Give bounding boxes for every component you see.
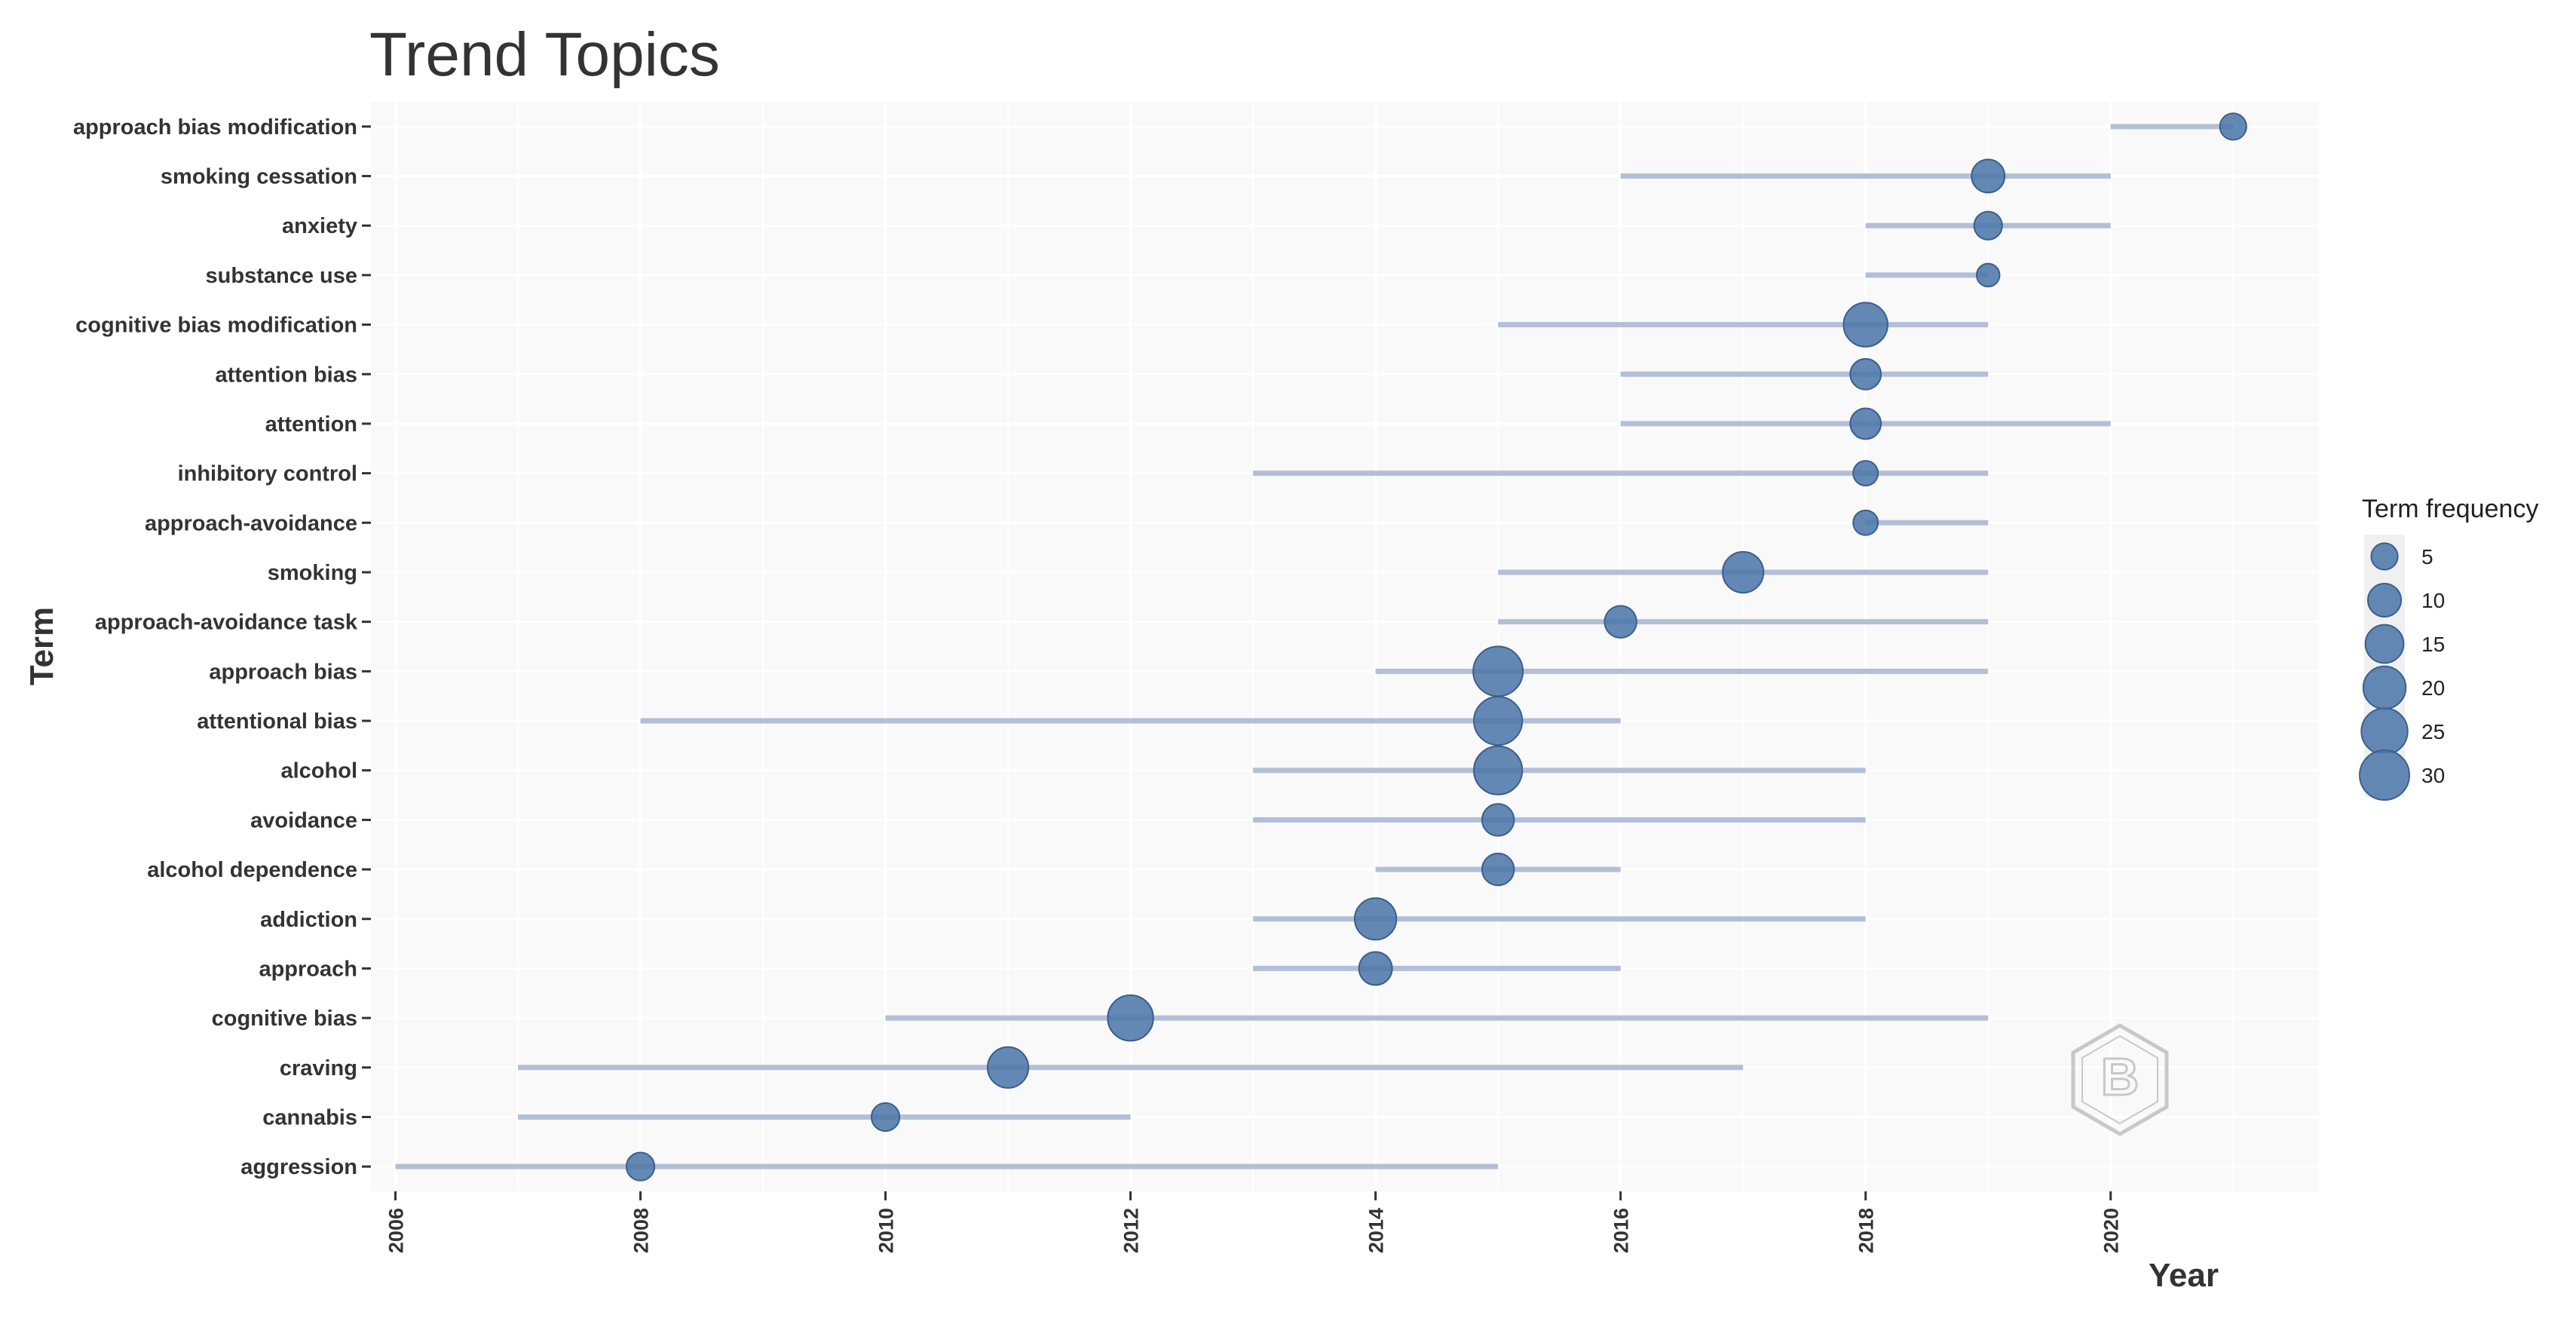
median-point — [1353, 897, 1398, 941]
plot-panel — [371, 102, 2319, 1191]
median-point — [1842, 302, 1888, 348]
term-label: alcohol — [280, 759, 357, 783]
median-points — [625, 112, 2247, 1182]
median-point — [1481, 852, 1515, 887]
range-segments — [395, 124, 2234, 1169]
x-tick-label: 2016 — [1610, 1208, 1633, 1253]
term-label: smoking — [268, 561, 357, 585]
median-point — [625, 1151, 656, 1182]
term-label: cognitive bias modification — [75, 314, 357, 338]
x-tick-label: 2014 — [1365, 1208, 1388, 1253]
term-label: approach — [259, 957, 357, 981]
term-label: cannabis — [262, 1105, 357, 1129]
legend-label: 20 — [2421, 676, 2445, 700]
legend-point — [2359, 749, 2410, 801]
median-point — [1107, 994, 1154, 1042]
term-label: alcohol dependence — [147, 858, 357, 882]
median-point — [1973, 210, 2003, 241]
median-point — [1971, 158, 2006, 194]
x-axis-title: Year — [2149, 1257, 2219, 1294]
legend-title: Term frequency — [2362, 495, 2538, 523]
legend-label: 10 — [2421, 589, 2445, 612]
term-label: avoidance — [250, 808, 357, 832]
legend-point — [2370, 542, 2399, 571]
median-point — [1849, 407, 1882, 440]
term-label: inhibitory control — [178, 462, 357, 486]
x-tick-label: 2010 — [875, 1208, 898, 1253]
logo-letter: B — [2101, 1047, 2140, 1106]
median-point — [1472, 645, 1524, 697]
legend-label: 30 — [2421, 764, 2445, 787]
term-label: smoking cessation — [161, 165, 357, 189]
term-label: approach bias modification — [73, 115, 357, 139]
legend-point — [2360, 707, 2409, 756]
term-label: attentional bias — [197, 710, 357, 734]
median-point — [1473, 745, 1524, 795]
legend: Term frequency 5 10 15 20 25 30 — [2359, 495, 2538, 801]
term-label: craving — [280, 1056, 357, 1080]
term-label: approach-avoidance — [145, 511, 357, 535]
median-point — [2219, 112, 2247, 141]
median-point — [1849, 357, 1882, 391]
median-point — [870, 1102, 901, 1133]
term-label: approach-avoidance task — [95, 611, 358, 635]
term-label: cognitive bias — [212, 1007, 357, 1031]
legend-label: 5 — [2421, 545, 2434, 569]
term-label: attention bias — [215, 363, 357, 387]
x-tick-label: 2008 — [630, 1208, 653, 1253]
term-label: aggression — [240, 1155, 357, 1179]
legend-label: 15 — [2421, 633, 2445, 656]
year-tick-labels: 2006 2008 2010 2012 2014 2016 2018 2020 — [385, 1191, 2123, 1253]
median-point — [1358, 951, 1393, 986]
legend-point — [2362, 665, 2407, 710]
term-labels: approach bias modification smoking cessat… — [73, 115, 371, 1179]
x-tick-label: 2020 — [2100, 1208, 2123, 1253]
x-tick-label: 2012 — [1120, 1208, 1143, 1253]
median-point — [1975, 262, 2001, 288]
median-point — [1603, 605, 1637, 639]
term-label: attention — [265, 412, 357, 437]
legend-point — [2367, 583, 2402, 618]
y-axis-title: Term — [23, 607, 60, 685]
x-tick-label: 2006 — [385, 1208, 408, 1253]
median-point — [1722, 550, 1765, 594]
term-label: addiction — [260, 908, 357, 932]
median-point — [986, 1046, 1030, 1089]
median-point — [1852, 509, 1879, 536]
median-point — [1481, 803, 1515, 837]
legend-point — [2364, 624, 2405, 664]
x-tick-label: 2018 — [1855, 1208, 1878, 1253]
median-point — [1852, 460, 1879, 487]
term-label: substance use — [206, 264, 357, 288]
hexagon-logo-icon: B — [2071, 1023, 2169, 1136]
legend-label: 25 — [2421, 720, 2445, 743]
median-point — [1473, 695, 1524, 746]
term-label: anxiety — [282, 214, 357, 238]
term-label: approach bias — [209, 660, 357, 684]
chart-title: Trend Topics — [369, 20, 720, 89]
